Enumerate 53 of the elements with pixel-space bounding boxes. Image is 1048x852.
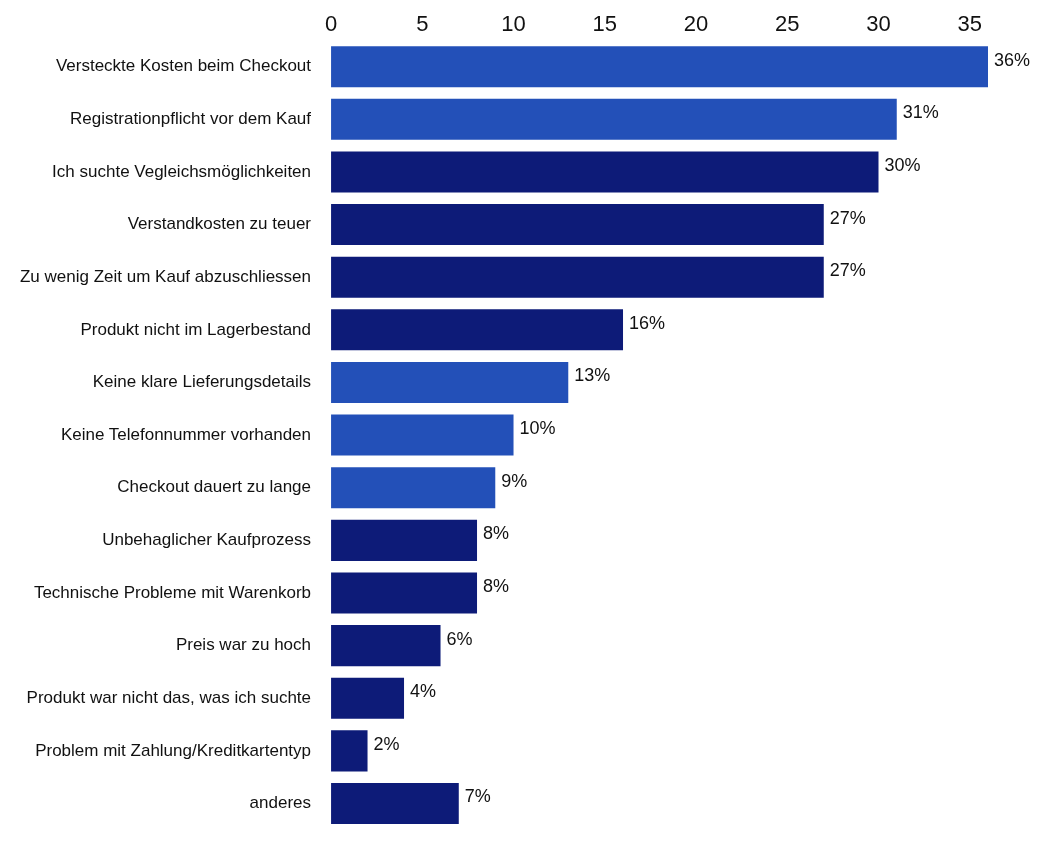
- bar: [331, 256, 824, 298]
- y-tick-label: Produkt nicht im Lagerbestand: [80, 319, 312, 339]
- x-tick-label: 15: [592, 11, 618, 37]
- data-label: 10%: [519, 418, 556, 439]
- data-label: 31%: [902, 102, 939, 123]
- bar: [331, 46, 988, 88]
- x-tick-label: 30: [866, 11, 891, 37]
- bar: [331, 519, 478, 561]
- data-label: 8%: [483, 575, 510, 596]
- bar: [331, 572, 478, 614]
- data-label: 9%: [501, 470, 528, 491]
- y-tick-label: Keine Telefonnummer vorhanden: [60, 424, 312, 444]
- y-tick-label: Checkout dauert zu lange: [117, 477, 312, 497]
- bar: [331, 204, 824, 246]
- y-tick-label: Problem mit Zahlung/Kreditkartentyp: [35, 740, 312, 760]
- y-tick-label: Verstandkosten zu teuer: [127, 214, 312, 234]
- bar: [331, 625, 441, 667]
- data-label: 36%: [994, 49, 1031, 70]
- bar: [331, 151, 879, 193]
- data-label: 13%: [574, 365, 611, 386]
- x-tick-label: 5: [416, 11, 429, 37]
- bar: [331, 782, 459, 825]
- x-tick-label: 25: [775, 11, 800, 37]
- x-tick-label: 20: [683, 11, 709, 37]
- y-tick-label: Technische Probleme mit Warenkorb: [33, 582, 312, 602]
- y-tick-label: Keine klare Lieferungsdetails: [92, 372, 312, 392]
- bar: [331, 467, 496, 509]
- bar: [331, 730, 368, 772]
- data-label: 7%: [464, 786, 491, 807]
- bar: [331, 309, 624, 351]
- bar: [331, 98, 897, 140]
- bar: [331, 361, 569, 403]
- bar: [331, 414, 514, 456]
- x-tick-label: 0: [324, 11, 338, 37]
- data-label: 6%: [446, 628, 473, 649]
- data-label: 2%: [373, 733, 400, 754]
- data-label: 27%: [829, 260, 866, 281]
- y-tick-label: Unbehaglicher Kaufprozess: [102, 530, 312, 550]
- y-tick-label: Preis war zu hoch: [175, 635, 312, 655]
- y-tick-label: anderes: [249, 793, 312, 813]
- y-tick-label: Zu wenig Zeit um Kauf abzuschliessen: [19, 266, 312, 286]
- data-label: 30%: [884, 154, 921, 175]
- data-label: 16%: [629, 312, 666, 333]
- y-tick-label: Registrationpflicht vor dem Kauf: [70, 109, 312, 129]
- data-label: 8%: [483, 523, 510, 544]
- x-tick-label: 35: [957, 11, 982, 37]
- y-tick-label: Versteckte Kosten beim Checkout: [55, 56, 312, 76]
- data-label: 27%: [829, 207, 866, 228]
- data-label: 4%: [410, 681, 437, 702]
- y-tick-label: Produkt war nicht das, was ich suchte: [26, 687, 312, 707]
- bar: [331, 677, 405, 719]
- x-tick-label: 10: [501, 11, 526, 37]
- y-tick-label: Ich suchte Vegleichsmöglichkeiten: [52, 161, 312, 181]
